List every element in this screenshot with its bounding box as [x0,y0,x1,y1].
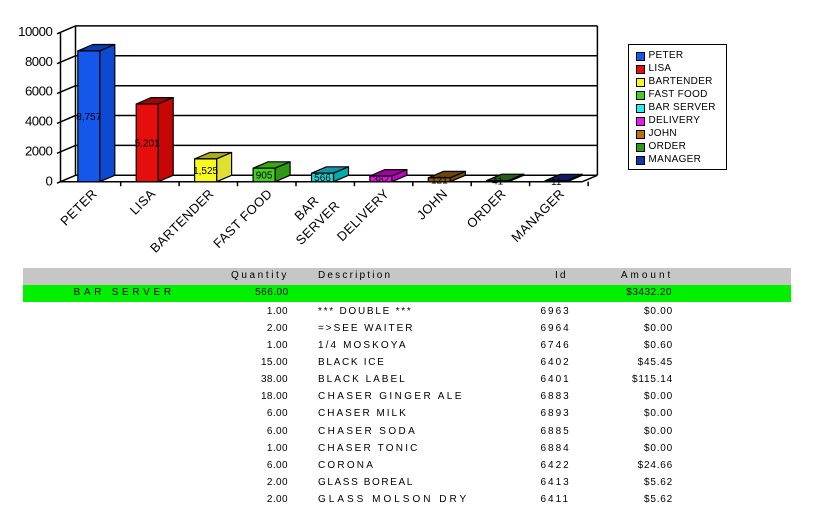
svg-text:905: 905 [256,171,273,182]
svg-text:10000: 10000 [18,24,52,39]
svg-text:1,525: 1,525 [193,166,218,177]
svg-text:LISA: LISA [127,186,159,218]
svg-text:PETER: PETER [57,186,100,229]
svg-text:11: 11 [551,177,562,188]
svg-text:MANAGER: MANAGER [508,186,567,245]
svg-text:5,201: 5,201 [135,138,160,149]
svg-text:4000: 4000 [25,114,53,129]
svg-text:ORDER: ORDER [464,186,509,231]
svg-text:6000: 6000 [25,84,53,99]
svg-text:DELIVERY: DELIVERY [334,186,392,244]
svg-text:8000: 8000 [25,54,53,69]
svg-text:566: 566 [314,173,331,184]
svg-text:JOHN: JOHN [414,186,451,223]
svg-text:8,757: 8,757 [76,112,101,123]
svg-text:121: 121 [431,175,448,186]
svg-text:41: 41 [492,177,504,188]
svg-text:FAST FOOD: FAST FOOD [210,186,275,251]
svg-text:2000: 2000 [25,143,53,158]
svg-text:382: 382 [373,174,390,185]
svg-text:0: 0 [45,173,52,188]
